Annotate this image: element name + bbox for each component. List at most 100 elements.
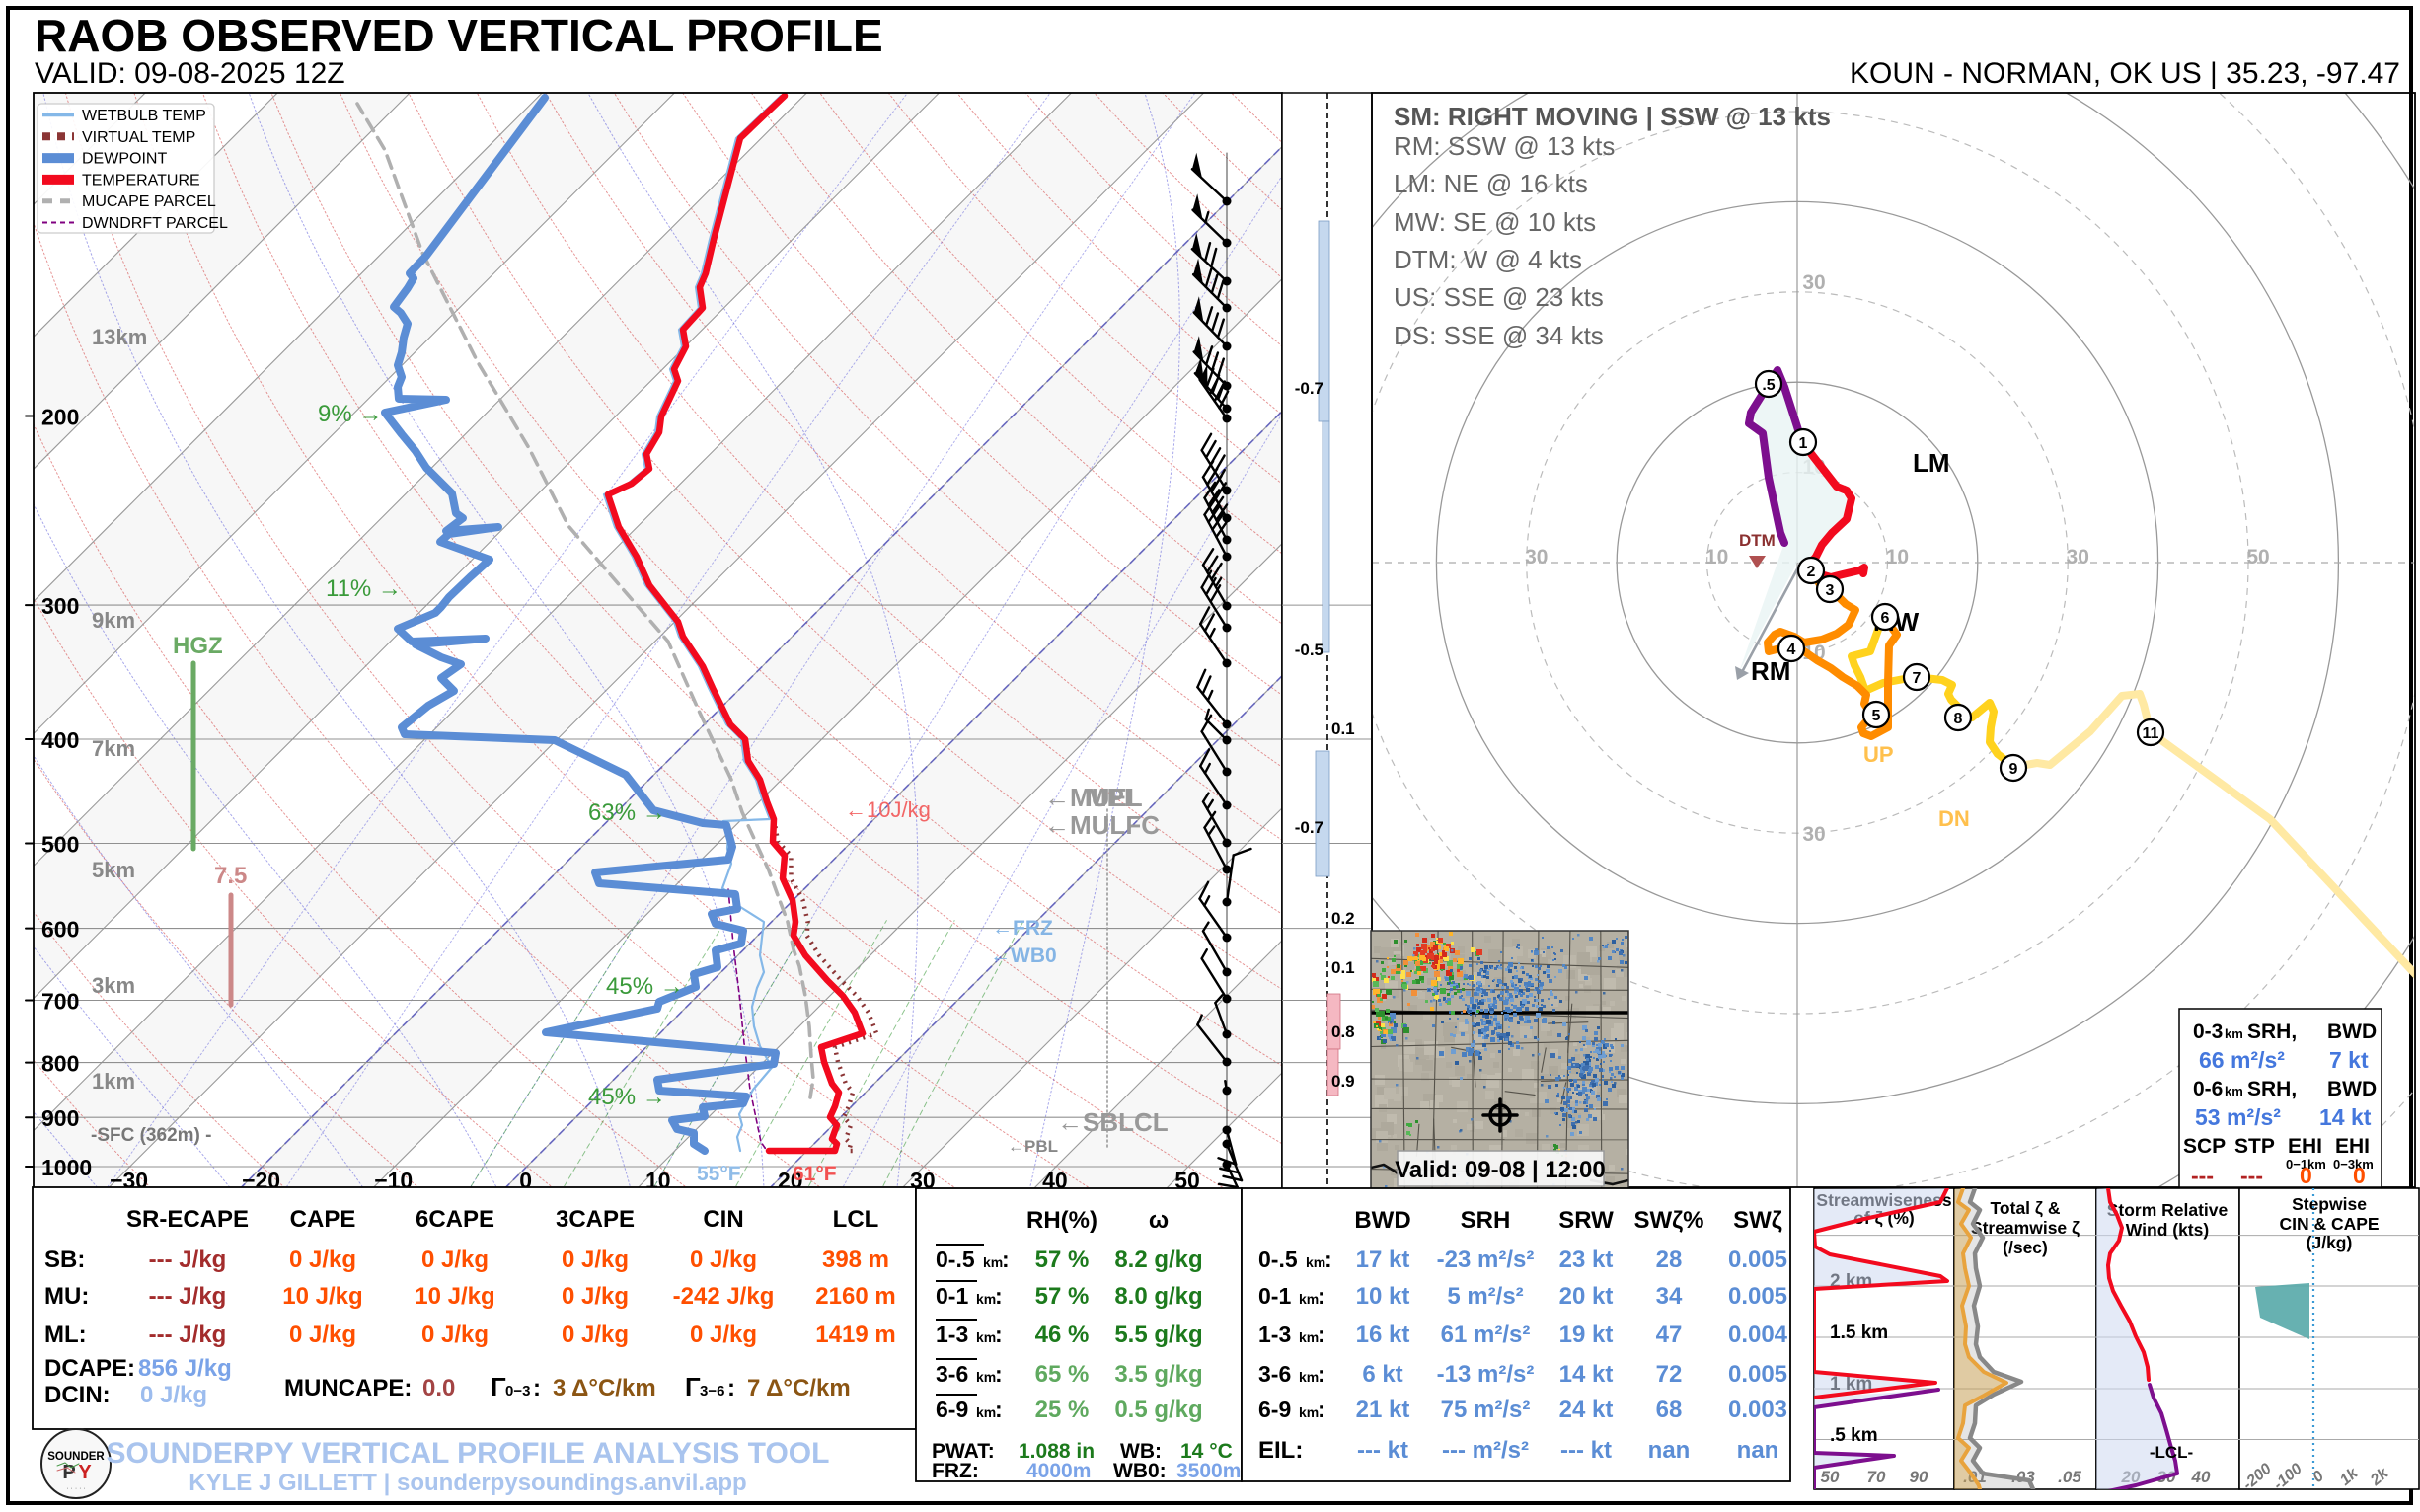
svg-text::: : xyxy=(727,1375,735,1401)
svg-text:1: 1 xyxy=(1799,435,1808,452)
svg-text:6CAPE: 6CAPE xyxy=(416,1206,494,1233)
svg-text:7 Δ°C/km: 7 Δ°C/km xyxy=(747,1375,851,1401)
svg-text:SM: RIGHT MOVING | SSW @ 13 kt: SM: RIGHT MOVING | SSW @ 13 kts xyxy=(1394,102,1831,131)
svg-text:Wind (kts): Wind (kts) xyxy=(2126,1220,2209,1240)
svg-text::: : xyxy=(995,1397,1003,1422)
svg-text:65 %: 65 % xyxy=(1035,1361,1090,1388)
svg-text:20 kt: 20 kt xyxy=(1559,1283,1614,1310)
svg-text:0-1: 0-1 xyxy=(1258,1283,1291,1309)
svg-text:DS: SSE @ 34 kts: DS: SSE @ 34 kts xyxy=(1394,321,1604,350)
svg-text:DCAPE:: DCAPE: xyxy=(44,1355,135,1382)
svg-text:3: 3 xyxy=(1826,582,1835,599)
svg-text::: : xyxy=(1318,1283,1325,1309)
svg-text:Stepwise: Stepwise xyxy=(2292,1194,2367,1214)
svg-text:0-3: 0-3 xyxy=(2193,1021,2223,1043)
svg-text:DWNDRFT PARCEL: DWNDRFT PARCEL xyxy=(82,215,228,232)
svg-text:P: P xyxy=(62,1462,75,1483)
svg-text:0.004: 0.004 xyxy=(1728,1322,1788,1348)
svg-text:--- J/kg: --- J/kg xyxy=(149,1283,227,1310)
svg-text:---: --- xyxy=(2240,1163,2263,1188)
svg-text::: : xyxy=(995,1361,1003,1387)
svg-text:3 Δ°C/km: 3 Δ°C/km xyxy=(553,1375,656,1401)
svg-text:10 J/kg: 10 J/kg xyxy=(415,1283,494,1310)
svg-text::: : xyxy=(1324,1247,1332,1272)
svg-text:Γ: Γ xyxy=(685,1372,701,1401)
svg-text:nan: nan xyxy=(1648,1437,1691,1464)
svg-text:2160 m: 2160 m xyxy=(815,1283,895,1310)
svg-text:VIRTUAL TEMP: VIRTUAL TEMP xyxy=(82,129,195,146)
svg-text:75 m²/s²: 75 m²/s² xyxy=(1441,1397,1531,1423)
svg-text:6-9: 6-9 xyxy=(936,1397,968,1422)
svg-text:53 m²/s²: 53 m²/s² xyxy=(2195,1104,2281,1130)
svg-text:3-6: 3-6 xyxy=(936,1361,968,1387)
svg-text:0 J/kg: 0 J/kg xyxy=(690,1247,757,1273)
svg-text:-0.7: -0.7 xyxy=(1295,818,1323,837)
svg-text:--- m²/s²: --- m²/s² xyxy=(1442,1437,1529,1464)
svg-text:14 °C: 14 °C xyxy=(1180,1440,1233,1463)
svg-text:-23 m²/s²: -23 m²/s² xyxy=(1437,1247,1535,1273)
svg-text:0 J/kg: 0 J/kg xyxy=(289,1247,356,1273)
svg-text:3km: 3km xyxy=(92,973,135,998)
svg-text:km: km xyxy=(983,1254,1003,1270)
svg-text:1000: 1000 xyxy=(41,1155,92,1180)
svg-text:5km: 5km xyxy=(92,858,135,882)
svg-text:km: km xyxy=(1299,1291,1319,1307)
svg-text:0-6: 0-6 xyxy=(2193,1078,2223,1100)
svg-text:EHI: EHI xyxy=(2288,1135,2322,1158)
svg-text:11% →: 11% → xyxy=(326,575,402,602)
svg-text:0 J/kg: 0 J/kg xyxy=(421,1322,489,1348)
svg-text:1.5 km: 1.5 km xyxy=(1830,1323,1888,1343)
svg-text:0−3km: 0−3km xyxy=(2333,1157,2374,1172)
svg-text:68: 68 xyxy=(1656,1397,1683,1423)
svg-text:1.088 in: 1.088 in xyxy=(1019,1440,1095,1463)
svg-text::: : xyxy=(533,1375,541,1401)
svg-text:19 kt: 19 kt xyxy=(1559,1322,1614,1348)
svg-text:300: 300 xyxy=(41,593,79,619)
svg-text:3CAPE: 3CAPE xyxy=(556,1206,635,1233)
svg-text:.5: .5 xyxy=(1762,377,1775,394)
svg-text:SR-ECAPE: SR-ECAPE xyxy=(126,1206,249,1233)
svg-text:24 kt: 24 kt xyxy=(1559,1397,1614,1423)
svg-text:500: 500 xyxy=(41,832,79,858)
svg-text:km: km xyxy=(1299,1369,1319,1385)
svg-text:BWD: BWD xyxy=(1354,1207,1410,1234)
svg-text:0.005: 0.005 xyxy=(1728,1283,1787,1310)
svg-text:--- kt: --- kt xyxy=(1560,1437,1612,1464)
svg-text:km: km xyxy=(2225,1026,2243,1041)
svg-text:--- J/kg: --- J/kg xyxy=(149,1247,227,1273)
svg-text:7km: 7km xyxy=(92,736,135,761)
svg-text:SOUNDERPY VERTICAL PROFILE ANA: SOUNDERPY VERTICAL PROFILE ANALYSIS TOOL xyxy=(107,1437,830,1470)
svg-text:SRW: SRW xyxy=(1558,1207,1614,1234)
svg-text:1km: 1km xyxy=(92,1069,135,1094)
svg-text:←SBLCL: ←SBLCL xyxy=(1057,1107,1169,1137)
svg-text:--- J/kg: --- J/kg xyxy=(149,1322,227,1348)
svg-text:km: km xyxy=(1299,1329,1319,1345)
svg-text:Storm Relative: Storm Relative xyxy=(2107,1200,2229,1220)
svg-text::: : xyxy=(1002,1247,1010,1272)
svg-text:EIL:: EIL: xyxy=(1258,1437,1303,1464)
svg-text:0-.5: 0-.5 xyxy=(936,1247,975,1272)
svg-text:8: 8 xyxy=(1954,711,1963,727)
svg-text:0.1: 0.1 xyxy=(1331,958,1355,977)
svg-text:900: 900 xyxy=(41,1105,79,1131)
svg-text:55°F: 55°F xyxy=(697,1163,741,1185)
svg-text:WB0:: WB0: xyxy=(1113,1460,1167,1482)
svg-text:ω: ω xyxy=(1149,1207,1169,1234)
svg-text:←10J/kg: ←10J/kg xyxy=(845,797,931,822)
svg-text:0 J/kg: 0 J/kg xyxy=(690,1322,757,1348)
svg-text:MUCAPE PARCEL: MUCAPE PARCEL xyxy=(82,193,216,210)
svg-text:←PBL: ←PBL xyxy=(1008,1137,1058,1156)
svg-text:nan: nan xyxy=(1737,1437,1779,1464)
svg-text:398 m: 398 m xyxy=(822,1247,889,1273)
svg-text:-SFC (362m) -: -SFC (362m) - xyxy=(91,1125,211,1146)
svg-text:←MULFC: ←MULFC xyxy=(1044,810,1160,840)
svg-text:9% →: 9% → xyxy=(318,401,382,427)
svg-text:Γ: Γ xyxy=(491,1372,506,1401)
svg-text:700: 700 xyxy=(41,989,79,1015)
svg-text:km: km xyxy=(976,1369,996,1385)
svg-text::: : xyxy=(995,1322,1003,1347)
svg-text:0.9: 0.9 xyxy=(1331,1072,1355,1091)
svg-text:WB:: WB: xyxy=(1120,1440,1162,1463)
svg-text:SWζ%: SWζ% xyxy=(1633,1207,1703,1234)
svg-text:72: 72 xyxy=(1656,1361,1683,1388)
